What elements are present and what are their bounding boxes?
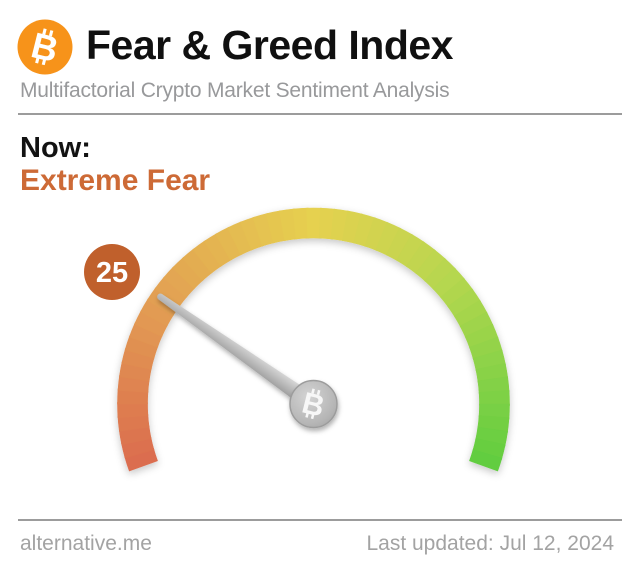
page-title: Fear & Greed Index	[86, 22, 453, 68]
bitcoin-tick	[42, 28, 47, 35]
arc-segment	[478, 390, 510, 406]
bitcoin-logo-circle	[17, 19, 73, 75]
source-brand: alternative.me	[20, 532, 152, 555]
gauge-arc	[117, 207, 510, 472]
now-label: Now:	[20, 132, 91, 164]
hub-circle	[289, 379, 338, 429]
bitcoin-tick	[41, 58, 47, 66]
bitcoin-tick	[48, 30, 54, 37]
header-divider	[18, 113, 622, 115]
needle-tip	[157, 293, 164, 300]
sentiment-label: Extreme Fear	[20, 164, 211, 197]
page-subtitle: Multifactorial Crypto Market Sentiment A…	[20, 79, 450, 102]
gauge-hub: B	[289, 379, 338, 429]
last-updated: Last updated: Jul 12, 2024	[366, 532, 614, 555]
badge-circle	[84, 244, 140, 300]
arc-segment	[117, 402, 149, 418]
bitcoin-tick	[305, 412, 309, 418]
bitcoin-tick	[311, 388, 315, 394]
needle-pointer	[158, 294, 319, 411]
gauge-value: 25	[96, 257, 128, 289]
bitcoin-tick	[310, 413, 315, 420]
gauge-value-badge: 25	[84, 244, 140, 300]
footer-divider	[18, 519, 622, 521]
arc-segment	[469, 449, 503, 472]
bitcoin-tick	[35, 57, 40, 64]
bitcoin-tick	[316, 389, 321, 396]
gauge-needle	[157, 293, 319, 411]
bitcoin-icon: B	[17, 19, 73, 75]
